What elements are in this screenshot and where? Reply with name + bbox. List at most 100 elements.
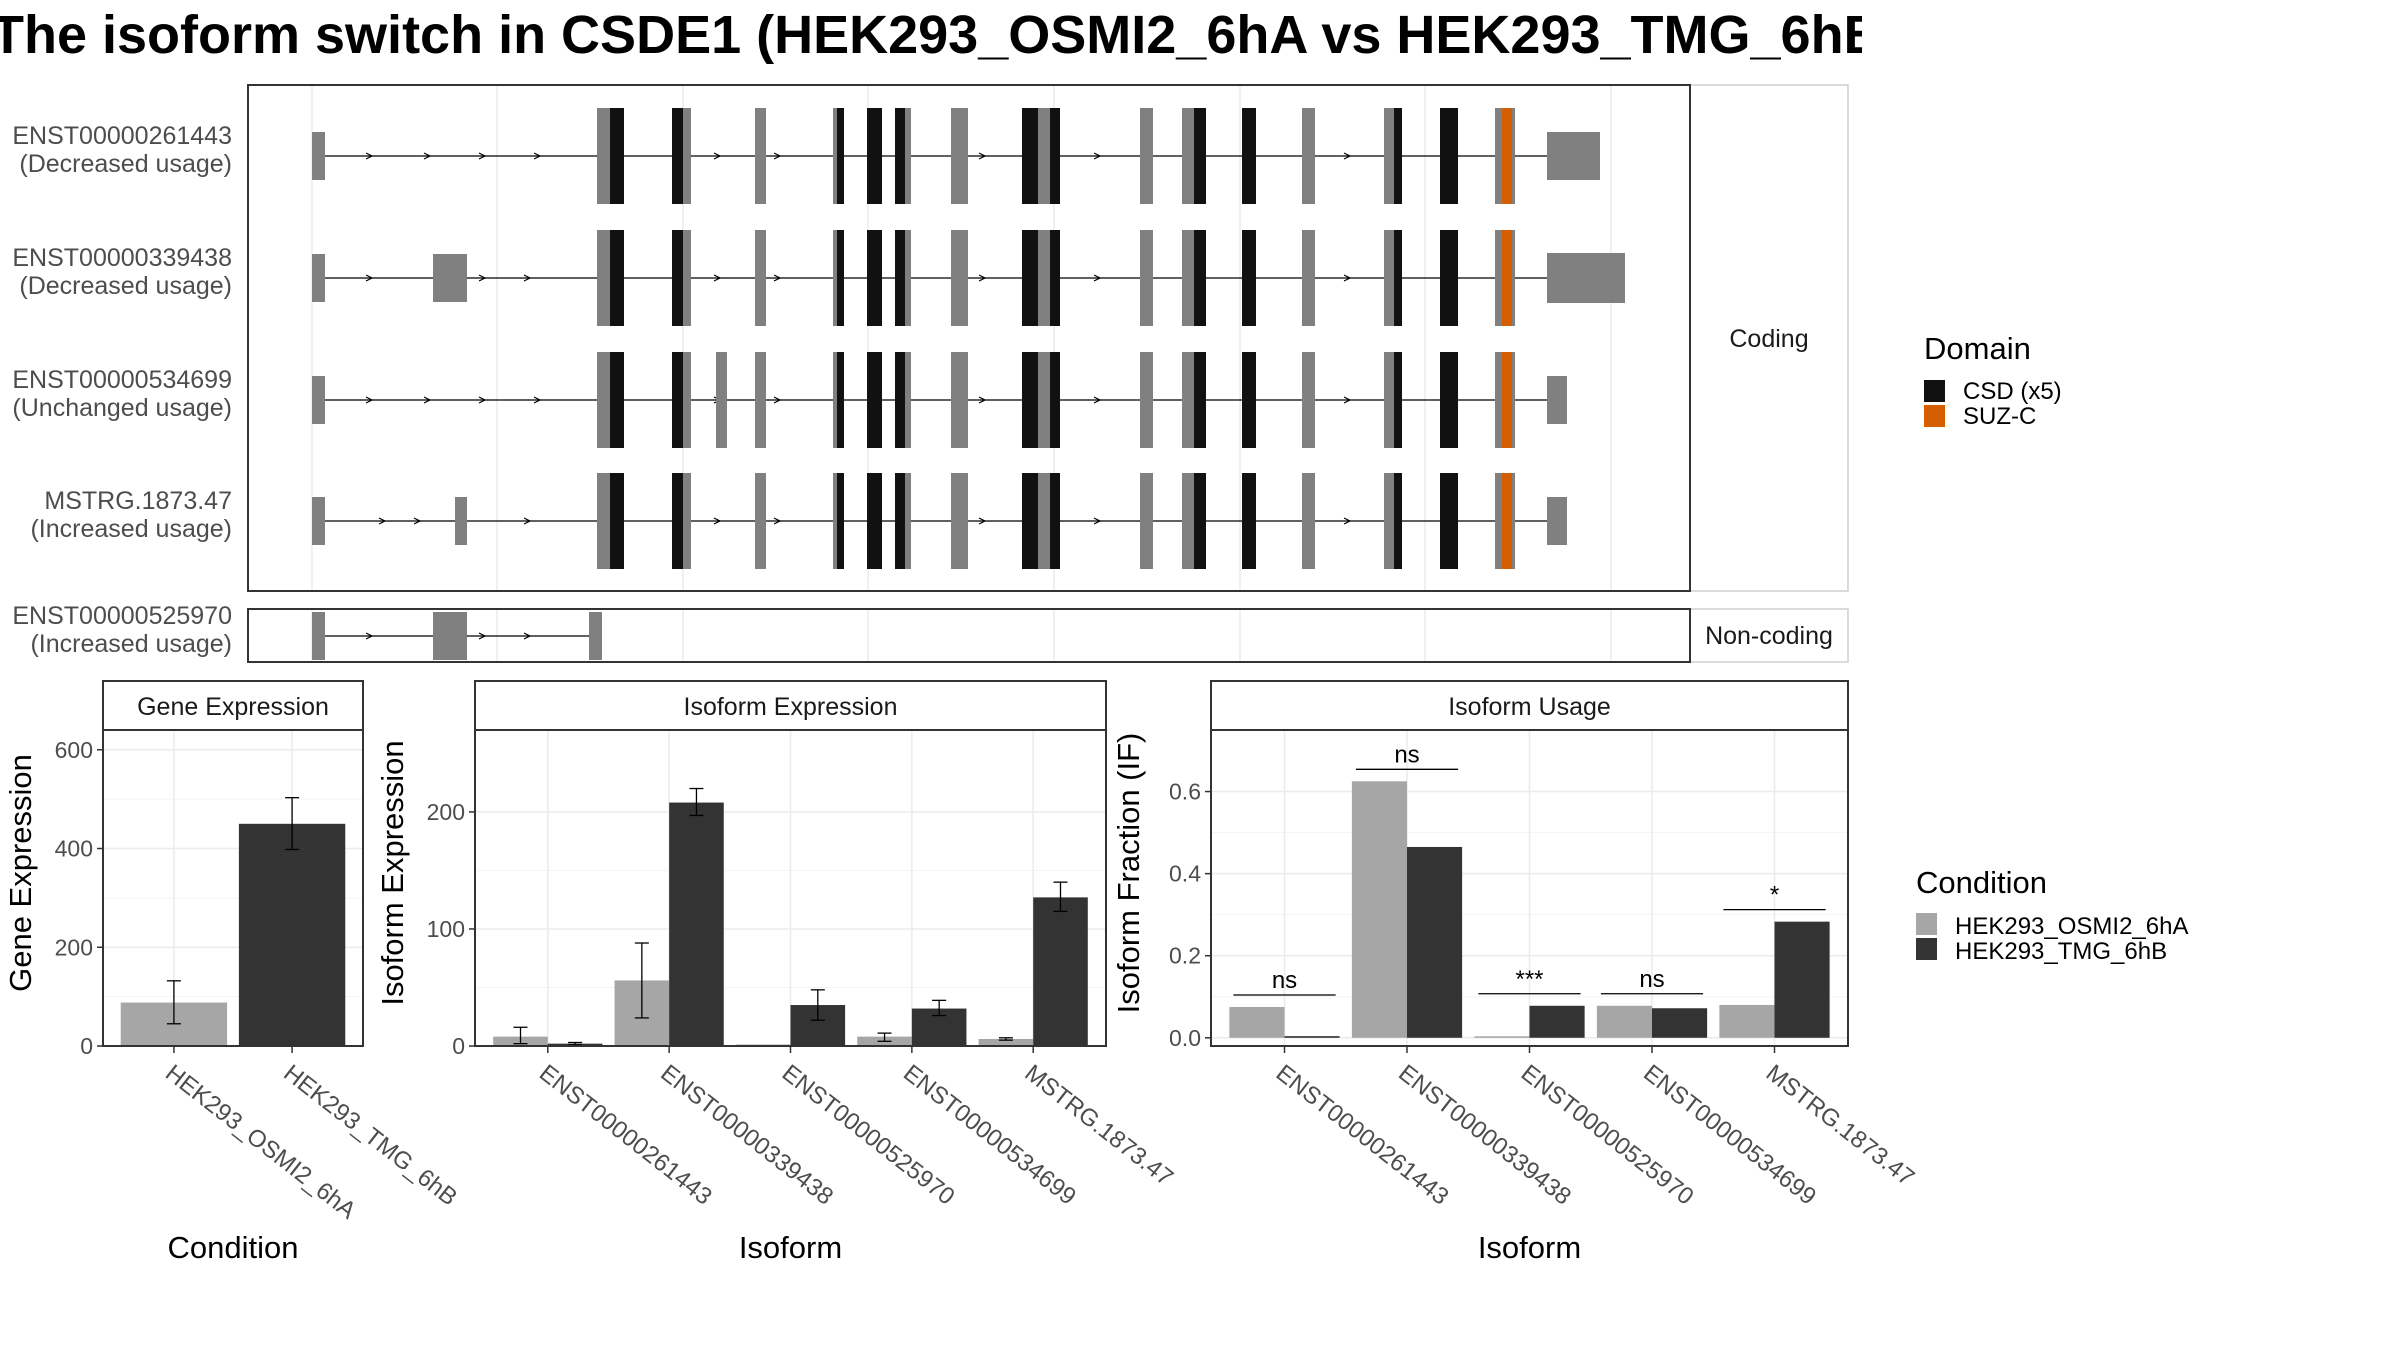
coding-transcript-direction-arrow — [478, 274, 487, 282]
coding-transcript-exon — [951, 108, 968, 204]
coding-transcript-csd-domain — [1394, 473, 1402, 569]
transcript-id-label: ENST00000525970 — [12, 602, 232, 630]
coding-transcript-exon — [1302, 230, 1315, 326]
y-axis-title: Isoform Fraction (IF) — [1111, 733, 1146, 1014]
panel-strip — [102, 680, 364, 731]
coding-transcript-direction-arrow — [978, 152, 987, 160]
title-container: The isoform switch in CSDE1 (HEK293_OSMI… — [0, 0, 1862, 80]
coding-transcript-direction-arrow — [478, 152, 487, 160]
coding-transcript-csd-domain — [1022, 473, 1038, 569]
coding-transcript-csd-domain — [1050, 473, 1060, 569]
coding-transcript-exon — [455, 497, 467, 545]
coding-transcript-utr — [1547, 376, 1567, 424]
coding-transcript-csd-domain — [1022, 230, 1038, 326]
y-tick-label: 0.6 — [1169, 779, 1201, 805]
noncoding-strip — [1689, 608, 1849, 663]
coding-transcript-csd-domain — [867, 230, 882, 326]
coding-transcript-csd-domain — [610, 473, 624, 569]
bar — [978, 1038, 1034, 1046]
y-tick-label: 0 — [452, 1033, 465, 1059]
coding-transcript-suzc-domain — [1502, 108, 1512, 204]
isoform-expression-chart: Isoform Expression0100200ENST00000261443… — [375, 680, 1178, 1265]
coding-transcript-direction-arrow — [1343, 396, 1352, 404]
coding-transcript-csd-domain — [1050, 108, 1060, 204]
transcript-usage-label: (Decreased usage) — [19, 272, 232, 300]
transcript-id-label: ENST00000339438 — [12, 244, 232, 272]
coding-transcript-direction-arrow — [533, 396, 542, 404]
y-axis-title: Isoform Expression — [375, 740, 410, 1005]
coding-transcript-exon — [755, 108, 766, 204]
coding-transcript-csd-domain — [610, 108, 624, 204]
coding-transcript-csd-domain — [895, 352, 905, 448]
panel-strip — [474, 680, 1107, 731]
coding-transcript-csd-domain — [1242, 473, 1256, 569]
coding-transcript-csd-domain — [1194, 352, 1206, 448]
coding-transcript-direction-arrow — [713, 517, 722, 525]
y-tick-label: 400 — [55, 836, 93, 862]
noncoding-panel-border — [247, 608, 1691, 663]
coding-transcript-exon — [755, 230, 766, 326]
y-tick-label: 600 — [55, 737, 93, 763]
coding-transcript-utr — [1547, 253, 1625, 303]
significance-label: * — [1770, 882, 1779, 909]
coding-transcript-csd-domain — [867, 473, 882, 569]
coding-transcript-exon — [1140, 108, 1153, 204]
coding-transcript-direction-arrow — [533, 152, 542, 160]
coding-transcript-csd-domain — [672, 473, 683, 569]
transcript-id-label: ENST00000261443 — [12, 122, 232, 150]
coding-transcript-exon — [951, 352, 968, 448]
coding-transcript-direction-arrow — [978, 396, 987, 404]
coding-transcript-csd-domain — [1394, 108, 1402, 204]
y-axis-title: Gene Expression — [3, 754, 38, 992]
coding-transcript-direction-arrow — [773, 517, 782, 525]
coding-transcript-csd-domain — [895, 473, 905, 569]
coding-transcript-csd-domain — [1242, 352, 1256, 448]
domain-legend-swatch — [1924, 405, 1945, 427]
coding-transcript-direction-arrow — [365, 274, 374, 282]
coding-transcript-direction-arrow — [773, 274, 782, 282]
noncoding-strip-label: Non-coding — [1705, 622, 1833, 650]
coding-transcript-exon — [1140, 230, 1153, 326]
coding-transcript-csd-domain — [895, 108, 905, 204]
coding-transcript-direction-arrow — [1343, 152, 1352, 160]
coding-transcript-csd-domain — [837, 473, 844, 569]
coding-transcript-exon — [1140, 473, 1153, 569]
condition-legend-title: Condition — [1916, 865, 2047, 900]
coding-transcript-csd-domain — [867, 108, 882, 204]
panel-title: Gene Expression — [137, 693, 329, 721]
coding-transcript-csd-domain — [1194, 108, 1206, 204]
coding-transcript-exon — [1302, 352, 1315, 448]
coding-transcript-csd-domain — [1394, 352, 1402, 448]
coding-transcript-csd-domain — [1022, 352, 1038, 448]
coding-transcript-csd-domain — [1394, 230, 1402, 326]
coding-transcript-direction-arrow — [1093, 274, 1102, 282]
bar — [1033, 897, 1088, 1046]
coding-transcript-direction-arrow — [1093, 396, 1102, 404]
coding-transcript-direction-arrow — [978, 274, 987, 282]
coding-transcript-csd-domain — [1194, 473, 1206, 569]
coding-transcript-suzc-domain — [1502, 473, 1512, 569]
coding-transcript-csd-domain — [610, 230, 624, 326]
coding-transcript-csd-domain — [1440, 230, 1458, 326]
bar — [1229, 1007, 1285, 1038]
x-tick-label: HEK293_OSMI2_6hA — [160, 1059, 361, 1224]
transcript-structure-panel: CodingNon-codingENST00000261443(Decrease… — [12, 84, 1849, 663]
coding-transcript-direction-arrow — [365, 152, 374, 160]
significance-label: ns — [1272, 967, 1297, 994]
y-tick-label: 0.0 — [1169, 1025, 1201, 1051]
bar — [1719, 1004, 1775, 1038]
coding-transcript-direction-arrow — [523, 517, 532, 525]
domain-legend-title: Domain — [1924, 331, 2031, 366]
coding-transcript-csd-domain — [867, 352, 882, 448]
transcript-id-label: MSTRG.1873.47 — [44, 487, 232, 515]
transcript-usage-label: (Decreased usage) — [19, 150, 232, 178]
coding-transcript-direction-arrow — [423, 396, 432, 404]
significance-label: *** — [1515, 966, 1543, 993]
coding-transcript-csd-domain — [1022, 108, 1038, 204]
plot-border — [102, 729, 364, 1047]
significance-label: ns — [1639, 966, 1664, 993]
coding-transcript-direction-arrow — [713, 152, 722, 160]
y-tick-label: 200 — [427, 799, 465, 825]
coding-transcript-utr — [1547, 132, 1600, 180]
